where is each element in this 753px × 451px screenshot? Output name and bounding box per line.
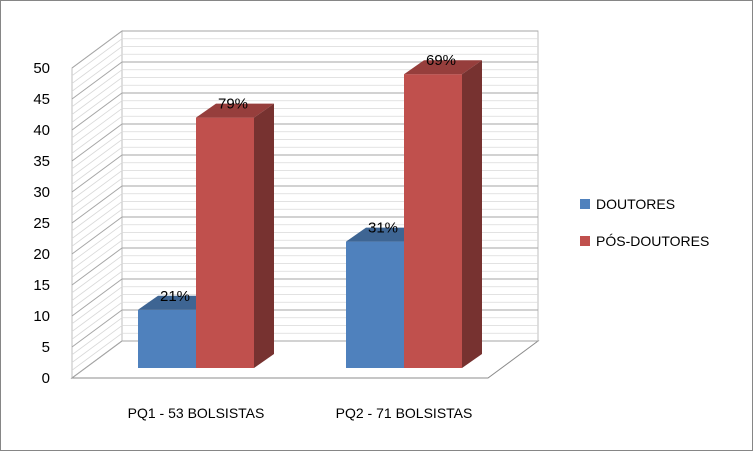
minor-gridline (71, 46, 538, 84)
y-tick-label: 15 (33, 277, 50, 294)
data-label: 69% (426, 52, 456, 69)
bar-side (254, 103, 274, 368)
y-tick-label: 50 (33, 60, 50, 77)
minor-gridline (71, 162, 538, 201)
category-labels: PQ1 - 53 BOLSISTAS PQ2 - 71 BOLSISTAS (128, 405, 473, 421)
category-label: PQ2 - 71 BOLSISTAS (336, 405, 473, 421)
y-tick-label: 35 (33, 153, 50, 170)
minor-gridline (71, 208, 538, 247)
minor-gridline (71, 115, 538, 154)
bars (138, 60, 482, 368)
bar-top (404, 60, 482, 75)
bar-1-1 (404, 60, 482, 368)
y-tick-label: 0 (42, 370, 50, 387)
y-tick-label: 10 (33, 308, 50, 325)
legend-swatch (580, 199, 590, 209)
gridline (71, 30, 538, 69)
y-tick-label: 20 (33, 246, 50, 263)
minor-gridline (71, 170, 538, 208)
bar-side (462, 60, 482, 368)
minor-gridline (71, 146, 538, 185)
minor-gridline (71, 77, 538, 115)
data-label: 31% (368, 220, 398, 237)
legend-swatch (580, 236, 590, 246)
data-label: 21% (160, 288, 190, 305)
bar-1-0 (196, 103, 274, 368)
gridline (71, 92, 538, 131)
y-axis-ticks: 0 5 10 15 20 25 30 35 40 45 50 (33, 60, 50, 387)
gridline (71, 154, 538, 193)
data-labels: 21% 79% 31% 69% (160, 52, 456, 305)
minor-gridline (71, 177, 538, 216)
gridlines (71, 30, 538, 379)
gridline (71, 216, 538, 255)
minor-gridline (71, 69, 538, 108)
y-tick-label: 25 (33, 215, 50, 232)
minor-gridline (71, 38, 538, 77)
bar-front (138, 309, 196, 368)
minor-gridline (71, 108, 538, 146)
bar-front (404, 74, 462, 368)
minor-gridline (71, 193, 538, 232)
bar-top (196, 103, 274, 118)
data-label: 79% (218, 96, 248, 113)
bar-front (196, 117, 254, 368)
minor-gridline (71, 139, 538, 177)
legend: DOUTORES PÓS-DOUTORES (580, 196, 709, 249)
y-tick-label: 45 (33, 91, 50, 108)
gridline (71, 185, 538, 224)
minor-gridline (71, 84, 538, 123)
y-tick-label: 30 (33, 184, 50, 201)
minor-gridline (71, 53, 538, 92)
minor-gridline (71, 100, 538, 139)
legend-label: DOUTORES (596, 196, 675, 212)
minor-gridline (71, 224, 538, 263)
category-label: PQ1 - 53 BOLSISTAS (128, 405, 265, 421)
minor-gridline (71, 201, 538, 239)
legend-label: PÓS-DOUTORES (596, 233, 709, 249)
y-tick-label: 5 (42, 339, 50, 356)
gridline (71, 123, 538, 162)
bar-front (346, 241, 404, 368)
minor-gridline (71, 131, 538, 170)
y-tick-label: 40 (33, 122, 50, 139)
gridline (71, 61, 538, 100)
